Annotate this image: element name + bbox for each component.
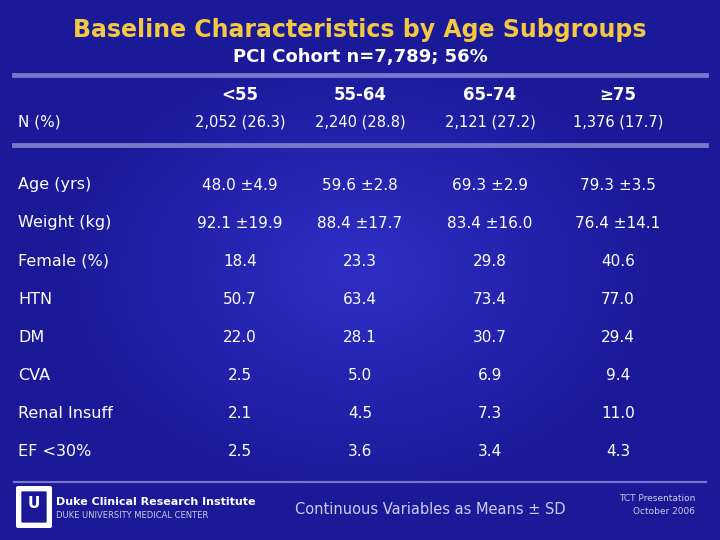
Text: 5.0: 5.0	[348, 368, 372, 382]
Text: TCT Presentation
October 2006: TCT Presentation October 2006	[618, 494, 695, 516]
Text: 29.4: 29.4	[601, 329, 635, 345]
Text: DUKE UNIVERSITY MEDICAL CENTER: DUKE UNIVERSITY MEDICAL CENTER	[56, 511, 208, 521]
Text: Duke Clinical Research Institute: Duke Clinical Research Institute	[56, 497, 256, 507]
Text: Baseline Characteristics by Age Subgroups: Baseline Characteristics by Age Subgroup…	[73, 18, 647, 42]
Text: 88.4 ±17.7: 88.4 ±17.7	[318, 215, 402, 231]
Text: N (%): N (%)	[18, 114, 60, 130]
Text: Continuous Variables as Means ± SD: Continuous Variables as Means ± SD	[294, 503, 565, 517]
Text: 50.7: 50.7	[223, 292, 257, 307]
Text: 30.7: 30.7	[473, 329, 507, 345]
Text: 59.6 ±2.8: 59.6 ±2.8	[322, 178, 398, 192]
Text: 2.5: 2.5	[228, 443, 252, 458]
Text: 1,376 (17.7): 1,376 (17.7)	[573, 114, 663, 130]
Text: 29.8: 29.8	[473, 253, 507, 268]
Text: CVA: CVA	[18, 368, 50, 382]
Text: Age (yrs): Age (yrs)	[18, 178, 91, 192]
Text: 6.9: 6.9	[478, 368, 502, 382]
Text: 2,121 (27.2): 2,121 (27.2)	[445, 114, 536, 130]
Text: Female (%): Female (%)	[18, 253, 109, 268]
Text: 77.0: 77.0	[601, 292, 635, 307]
Text: 65-74: 65-74	[464, 86, 516, 104]
Text: 18.4: 18.4	[223, 253, 257, 268]
FancyBboxPatch shape	[21, 491, 47, 523]
Text: U: U	[28, 496, 40, 511]
Text: 2.1: 2.1	[228, 406, 252, 421]
Text: 3.6: 3.6	[348, 443, 372, 458]
Text: 4.3: 4.3	[606, 443, 630, 458]
Text: 76.4 ±14.1: 76.4 ±14.1	[575, 215, 661, 231]
Text: EF <30%: EF <30%	[18, 443, 91, 458]
Text: 92.1 ±19.9: 92.1 ±19.9	[197, 215, 283, 231]
Text: 79.3 ±3.5: 79.3 ±3.5	[580, 178, 656, 192]
Text: 2,240 (28.8): 2,240 (28.8)	[315, 114, 405, 130]
Text: 22.0: 22.0	[223, 329, 257, 345]
Text: 69.3 ±2.9: 69.3 ±2.9	[452, 178, 528, 192]
Text: 83.4 ±16.0: 83.4 ±16.0	[447, 215, 533, 231]
Text: 2,052 (26.3): 2,052 (26.3)	[194, 114, 285, 130]
Text: 4.5: 4.5	[348, 406, 372, 421]
Text: 2.5: 2.5	[228, 368, 252, 382]
Text: Renal Insuff: Renal Insuff	[18, 406, 113, 421]
Text: Weight (kg): Weight (kg)	[18, 215, 112, 231]
Text: 3.4: 3.4	[478, 443, 502, 458]
Text: 63.4: 63.4	[343, 292, 377, 307]
Text: 11.0: 11.0	[601, 406, 635, 421]
Text: 7.3: 7.3	[478, 406, 502, 421]
Text: DM: DM	[18, 329, 44, 345]
Text: 23.3: 23.3	[343, 253, 377, 268]
Text: ≥75: ≥75	[600, 86, 636, 104]
Text: 55-64: 55-64	[333, 86, 387, 104]
Text: HTN: HTN	[18, 292, 52, 307]
Text: 9.4: 9.4	[606, 368, 630, 382]
Text: 48.0 ±4.9: 48.0 ±4.9	[202, 178, 278, 192]
Text: 28.1: 28.1	[343, 329, 377, 345]
Text: <55: <55	[222, 86, 258, 104]
Text: PCI Cohort n=7,789; 56%: PCI Cohort n=7,789; 56%	[233, 48, 487, 66]
Text: 73.4: 73.4	[473, 292, 507, 307]
Text: 40.6: 40.6	[601, 253, 635, 268]
FancyBboxPatch shape	[16, 486, 52, 528]
